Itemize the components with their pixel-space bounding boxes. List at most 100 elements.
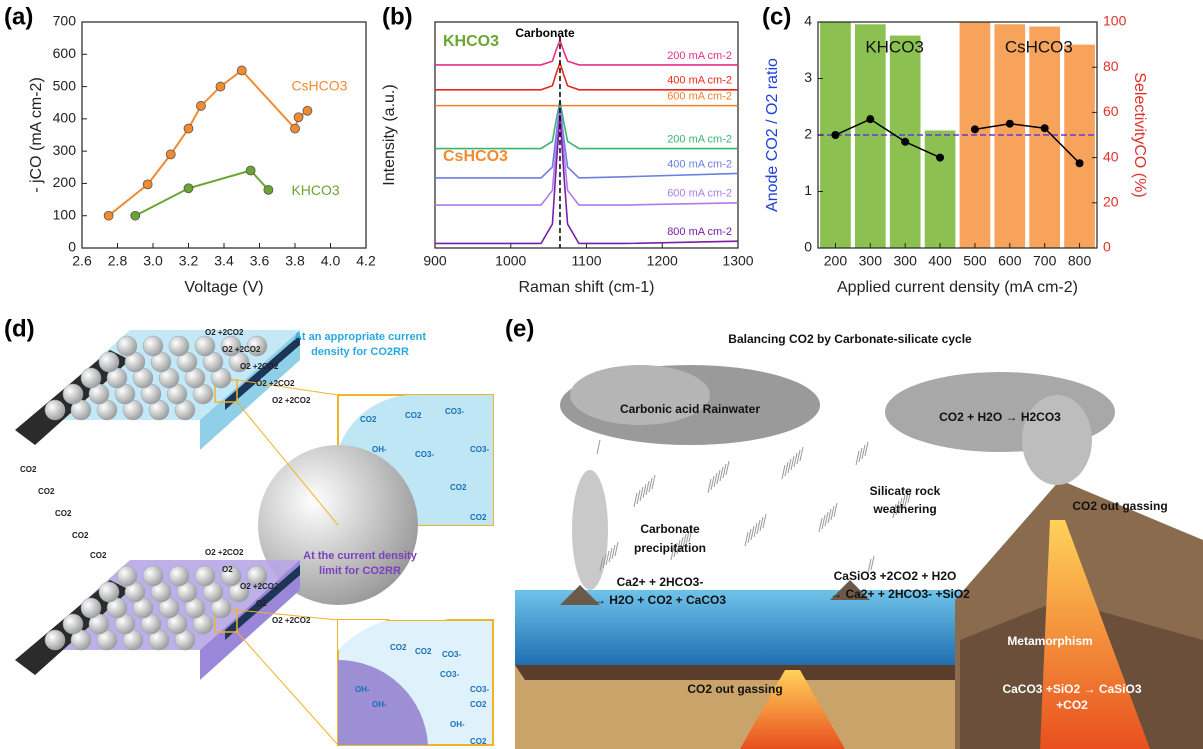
rain-drop: [867, 558, 872, 574]
panel-label: (c): [762, 3, 791, 30]
rain-drop: [676, 539, 681, 555]
point: [165, 149, 176, 160]
small-label: CO2: [90, 551, 107, 560]
point: [183, 123, 194, 134]
rain-drop: [799, 446, 804, 462]
small-label: CO3-: [415, 450, 434, 459]
point: [302, 105, 313, 116]
y-tick-label: 700: [53, 13, 77, 29]
point: [196, 101, 206, 111]
small-label: OH-: [372, 700, 387, 709]
rain-drop: [602, 553, 607, 569]
rain-drop: [645, 480, 650, 496]
x-tick-label: 2.6: [72, 253, 92, 269]
geology-scene: [515, 365, 1203, 749]
x-axis-label: Applied current density (mA cm-2): [837, 279, 1078, 296]
particle: [80, 367, 102, 389]
point: [103, 210, 114, 221]
point: [901, 137, 910, 146]
series-label: KHCO3: [291, 182, 339, 198]
y-axis-label: Intensity (a.u.): [381, 84, 398, 185]
x-tick-label: 600: [998, 253, 1022, 269]
label: Metamorphism: [1007, 634, 1092, 648]
label: → Ca2+ + 2HCO3- +SiO2: [830, 587, 970, 601]
label: CaSiO3 +2CO2 + H2O: [834, 569, 957, 583]
particle: [246, 335, 268, 357]
y2-axis-label: SelectivityCO (%): [1131, 72, 1148, 197]
particle: [116, 565, 138, 587]
rain-drop: [651, 474, 656, 490]
series-label: 800 mA cm-2: [667, 226, 732, 238]
caption: At the current density: [303, 550, 418, 562]
label: CO2 out gassing: [1072, 499, 1167, 513]
rain-drop: [596, 439, 601, 455]
particle: [220, 335, 242, 357]
caption: limit for CO2RR: [319, 565, 401, 577]
small-label: O2 +2CO2: [240, 582, 279, 591]
particle: [194, 565, 216, 587]
particle: [98, 581, 120, 603]
rain-drop: [608, 547, 613, 563]
annotation: Carbonate: [515, 26, 575, 40]
rain-drop: [710, 475, 715, 491]
spectrum-line: [435, 114, 739, 245]
caption: At an appropriate current: [294, 331, 426, 343]
rain-drop: [898, 497, 903, 513]
bar: [1029, 26, 1061, 248]
x-tick-label: 500: [963, 253, 987, 269]
x-tick-label: 3.2: [179, 253, 199, 269]
rain-drop: [750, 525, 755, 541]
particle: [80, 597, 102, 619]
point: [970, 125, 979, 134]
x-tick-label: 300: [894, 253, 918, 269]
rain-drop: [796, 449, 801, 465]
point: [1040, 124, 1049, 133]
rain-drop: [719, 466, 724, 482]
x-tick-label: 2.8: [108, 253, 128, 269]
rain-drop: [892, 503, 897, 519]
rain-drop: [753, 522, 758, 538]
series-label: 600 mA cm-2: [667, 188, 732, 200]
y-tick-label: 60: [1103, 103, 1119, 119]
point: [183, 183, 194, 194]
catalyst-particles: [44, 335, 268, 651]
particle: [194, 335, 216, 357]
label: Carbonic acid Rainwater: [620, 402, 760, 416]
point: [936, 153, 945, 162]
small-label: CO2: [450, 483, 467, 492]
y-tick-label: 600: [53, 45, 77, 61]
rain-drop: [907, 488, 912, 504]
small-label: OH-: [355, 685, 370, 694]
label: Ca2+ + 2HCO3-: [617, 575, 704, 589]
rain-drop: [864, 441, 869, 457]
small-label: CO3-: [445, 407, 464, 416]
series-label: 400 mA cm-2: [667, 158, 732, 170]
y-tick-label: 20: [1103, 194, 1119, 210]
small-label: CO2: [20, 465, 37, 474]
x-tick-label: 1100: [571, 253, 601, 269]
rain-drop: [830, 505, 835, 521]
small-label: CO3-: [442, 650, 461, 659]
rain-drop: [756, 519, 761, 535]
x-axis-label: Raman shift (cm-1): [518, 279, 654, 296]
x-tick-label: 3.6: [250, 253, 270, 269]
rain-drop: [824, 511, 829, 527]
label: weathering: [872, 502, 936, 516]
y-tick-label: 1: [804, 182, 812, 198]
x-tick-label: 4.0: [321, 253, 341, 269]
particle: [142, 565, 164, 587]
point: [130, 210, 141, 221]
series-label: 400 mA cm-2: [667, 75, 732, 87]
rain-drop: [682, 533, 687, 549]
small-label: OH-: [450, 720, 465, 729]
bar: [994, 24, 1026, 249]
rain-drop: [861, 444, 866, 460]
series-label: KHCO3: [865, 37, 924, 56]
particle: [44, 629, 66, 651]
rain-drop: [642, 483, 647, 499]
point: [831, 131, 840, 139]
rain-drop: [904, 491, 909, 507]
rain-drop: [716, 469, 721, 485]
label: Silicate rock: [870, 484, 941, 498]
